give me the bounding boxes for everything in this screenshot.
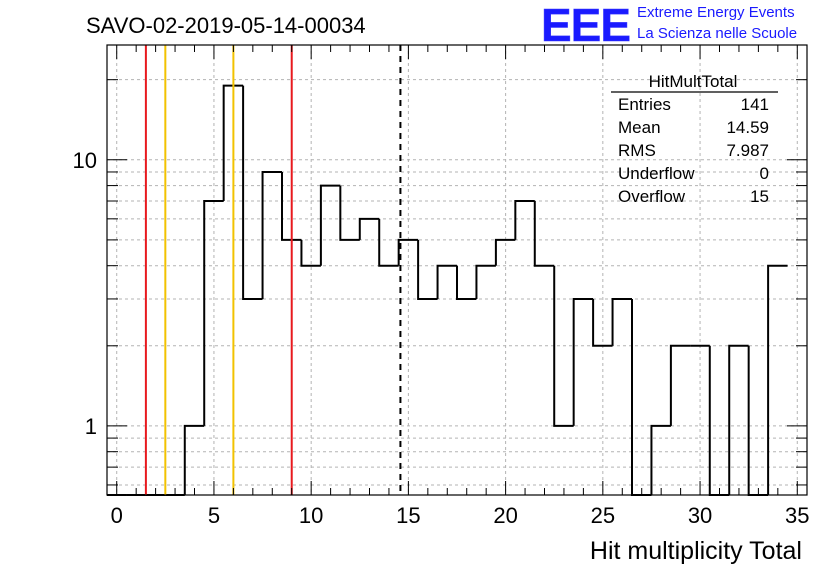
x-tick-label: 15	[396, 503, 420, 528]
histogram-bin	[611, 297, 632, 346]
stats-value-rms: 7.987	[726, 141, 769, 160]
reference-lines	[144, 45, 402, 495]
stats-value-overflow: 15	[750, 187, 769, 206]
histogram-bin	[494, 238, 516, 266]
x-axis-title: Hit multiplicity Total	[590, 537, 802, 565]
histogram-bin	[281, 171, 302, 241]
histogram-bin	[553, 265, 574, 427]
histogram-bin	[631, 298, 652, 496]
histogram-bin	[436, 264, 457, 299]
axes: 0 5 10 15 20 25 30 35 1 10	[73, 44, 810, 528]
histogram-bin	[514, 200, 535, 240]
histogram-bin	[417, 239, 438, 300]
histogram-bin	[358, 217, 380, 240]
stats-label-underflow: Underflow	[618, 164, 695, 183]
histogram-series	[107, 84, 788, 496]
x-tick-label: 25	[591, 503, 615, 528]
histogram-bin	[378, 218, 399, 267]
histogram-bin	[475, 264, 496, 299]
histogram-bin	[397, 238, 419, 266]
x-tick-label: 30	[688, 503, 712, 528]
histogram-bin	[319, 184, 341, 266]
histogram-bin	[456, 265, 477, 300]
histogram-bin	[592, 298, 613, 347]
histogram-bin	[300, 239, 321, 267]
stats-value-mean: 14.59	[726, 118, 769, 137]
stats-label-entries: Entries	[618, 95, 671, 114]
histogram-bin	[669, 344, 691, 426]
x-tick-label: 10	[299, 503, 323, 528]
project-name-line1: Extreme Energy Events	[637, 4, 795, 21]
histogram-bin	[222, 84, 244, 202]
stats-box: HitMultTotal Entries 141 Mean 14.59 RMS …	[611, 72, 778, 206]
x-tick-label: 5	[208, 503, 220, 528]
histogram-bin	[339, 185, 360, 241]
histogram-bin	[767, 264, 788, 495]
run-title: SAVO-02-2019-05-14-00034	[86, 13, 366, 38]
histogram-bin	[708, 345, 730, 496]
y-tick-label: 10	[73, 148, 97, 173]
histogram-bin	[242, 85, 263, 300]
stats-value-entries: 141	[741, 95, 769, 114]
stats-title: HitMultTotal	[649, 72, 738, 91]
x-tick-label: 20	[493, 503, 517, 528]
histogram-bin	[533, 201, 555, 267]
y-tick-label: 1	[85, 414, 97, 439]
histogram-bin	[261, 170, 282, 299]
histogram-bin	[183, 424, 205, 495]
eee-logo: EEE	[541, 0, 630, 51]
project-name-line2: La Scienza nelle Scuole	[637, 25, 797, 42]
stats-value-underflow: 0	[760, 164, 769, 183]
histogram-bin	[203, 200, 224, 426]
histogram-bin	[728, 344, 749, 495]
stats-label-mean: Mean	[618, 118, 661, 137]
stats-label-rms: RMS	[618, 141, 656, 160]
x-tick-label: 0	[111, 503, 123, 528]
x-tick-label: 35	[785, 503, 809, 528]
eee-logo-group: EEE Extreme Energy Events La Scienza nel…	[541, 0, 797, 51]
histogram-bin	[650, 424, 671, 495]
stats-label-overflow: Overflow	[618, 187, 686, 206]
plot-frame	[106, 44, 808, 496]
histogram-bin	[572, 297, 594, 426]
histogram-bin	[747, 345, 769, 496]
